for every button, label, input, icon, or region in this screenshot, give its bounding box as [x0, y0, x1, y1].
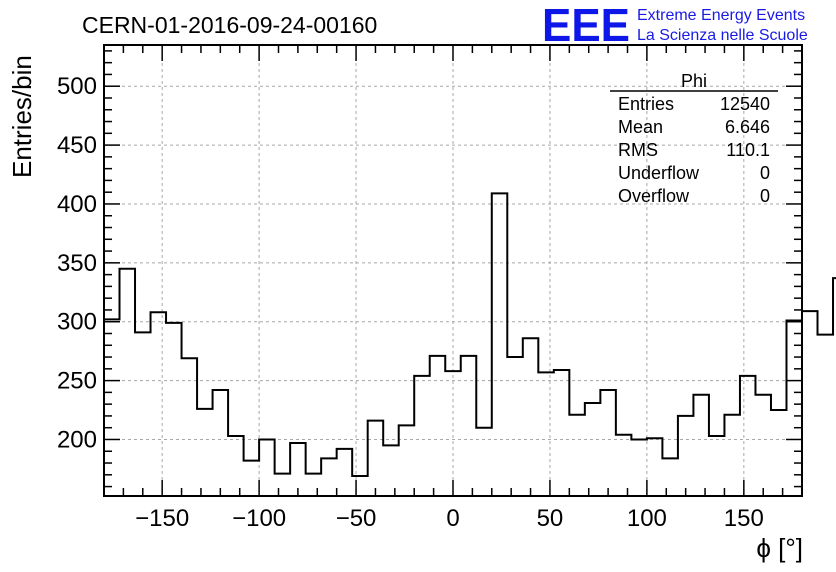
x-tick-label: 50 [537, 505, 564, 532]
grid-lines [104, 45, 802, 496]
stats-row-value: 12540 [720, 94, 770, 114]
stats-box-title: Phi [681, 71, 707, 91]
y-tick-label: 450 [57, 132, 97, 159]
x-axis-ticks [103, 45, 803, 496]
x-axis-label: ϕ [°] [756, 533, 803, 563]
y-axis-tick-labels: 200 250 300 350 400 450 500 [57, 73, 97, 453]
logo-line-1: Extreme Energy Events [637, 7, 805, 24]
stats-row-value: 0 [760, 163, 770, 183]
x-tick-label: 100 [627, 505, 667, 532]
logo-line-2: La Scienza nelle Scuole [637, 27, 808, 44]
x-tick-label: 0 [446, 505, 459, 532]
y-tick-label: 300 [57, 309, 97, 336]
y-tick-label: 200 [57, 426, 97, 453]
eee-logo: EEE Extreme Energy Events La Scienza nel… [542, 0, 808, 51]
x-tick-label: −150 [135, 505, 189, 532]
x-axis-tick-labels: −150 −100 −50 0 50 100 150 [135, 505, 764, 532]
y-tick-label: 400 [57, 191, 97, 218]
stats-row-value: 0 [760, 186, 770, 206]
stats-box: Phi Entries 12540 Mean 6.646 RMS 110.1 Underfl… [610, 71, 778, 206]
stats-row-value: 6.646 [725, 117, 770, 137]
y-tick-label: 500 [57, 73, 97, 100]
y-tick-label: 350 [57, 250, 97, 277]
stats-row-label: RMS [618, 140, 658, 160]
y-axis-ticks [104, 50, 802, 488]
stats-row-value: 110.1 [726, 140, 770, 160]
x-tick-label: 150 [724, 505, 764, 532]
stats-rows: Entries 12540 Mean 6.646 RMS 110.1 Underflow 0 O… [618, 94, 770, 206]
x-tick-label: −50 [336, 505, 377, 532]
stats-row-label: Entries [618, 94, 674, 114]
x-tick-label: −100 [232, 505, 286, 532]
y-tick-label: 250 [57, 368, 97, 395]
stats-row-label: Underflow [618, 163, 700, 183]
histogram-outline [103, 192, 836, 496]
y-axis-label: Entries/bin [7, 55, 37, 178]
stats-row-label: Overflow [618, 186, 690, 206]
chart-title: CERN-01-2016-09-24-00160 [82, 12, 377, 38]
stats-row-label: Mean [618, 117, 663, 137]
logo-eee-text: EEE [542, 0, 630, 51]
